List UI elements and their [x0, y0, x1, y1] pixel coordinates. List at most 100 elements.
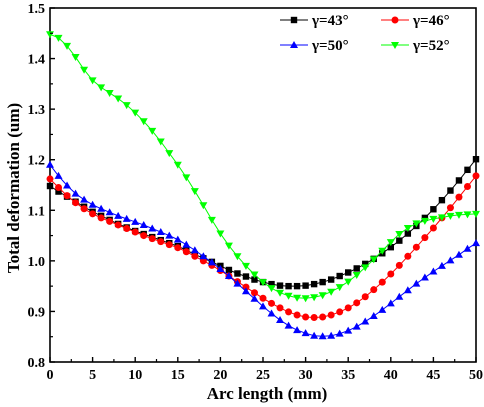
data-point — [412, 243, 420, 251]
series-4 — [46, 31, 480, 303]
legend-marker — [391, 16, 399, 24]
data-point — [395, 261, 403, 269]
legend-item: γ=46° — [381, 13, 450, 29]
data-point — [71, 54, 80, 62]
legend-item: γ=50° — [280, 38, 349, 54]
data-point — [242, 273, 250, 280]
y-axis-title: Total deformation (um) — [4, 103, 23, 273]
data-point — [259, 302, 267, 310]
legend-label: γ=46° — [412, 13, 450, 29]
data-point — [80, 195, 89, 203]
data-point — [335, 284, 344, 292]
data-point — [276, 289, 285, 297]
data-point — [302, 313, 310, 321]
series-line — [49, 33, 477, 299]
data-point — [438, 196, 446, 204]
data-point — [88, 200, 97, 208]
legend-item: γ=52° — [381, 38, 450, 54]
data-point — [122, 214, 131, 222]
data-point — [396, 237, 403, 244]
y-tick-label: 1.4 — [28, 53, 46, 68]
data-point — [268, 280, 275, 288]
data-point — [114, 95, 123, 103]
data-point — [199, 252, 208, 260]
data-point — [335, 329, 344, 337]
legend-marker — [290, 16, 298, 24]
data-point — [46, 182, 54, 190]
data-point — [225, 266, 233, 274]
data-point — [293, 326, 302, 334]
data-point — [369, 311, 378, 319]
data-point — [63, 42, 72, 50]
data-point — [233, 253, 242, 261]
x-tick-label: 0 — [47, 368, 54, 383]
data-point — [207, 258, 216, 266]
data-point — [387, 270, 395, 278]
legend-label: γ=50° — [311, 38, 349, 54]
legend: γ=43° γ=46° γ=50° γ=52° — [280, 13, 450, 54]
data-point — [430, 206, 437, 213]
data-point — [131, 109, 140, 117]
data-point — [352, 322, 361, 330]
data-point — [156, 138, 165, 146]
data-point — [285, 308, 293, 316]
series-2 — [46, 172, 480, 321]
data-point — [404, 252, 412, 260]
data-point — [353, 299, 361, 307]
data-point — [54, 171, 63, 179]
data-point — [395, 292, 404, 300]
data-point — [421, 234, 429, 242]
data-point — [463, 211, 472, 219]
legend-marker — [290, 41, 298, 48]
data-point — [437, 214, 446, 222]
data-point — [446, 204, 454, 212]
data-point — [105, 89, 114, 97]
data-point — [80, 66, 89, 74]
data-point — [386, 239, 395, 247]
data-point — [327, 331, 336, 339]
data-point — [105, 208, 114, 216]
data-point — [165, 241, 173, 249]
data-point — [233, 279, 242, 287]
data-point — [241, 262, 250, 270]
data-point — [310, 313, 318, 321]
x-tick-label: 25 — [256, 368, 270, 383]
data-point — [437, 261, 446, 269]
data-point — [429, 267, 438, 275]
data-point — [55, 188, 62, 195]
data-point — [234, 270, 241, 277]
data-point — [446, 256, 455, 264]
data-point — [276, 316, 285, 324]
data-point — [46, 175, 54, 183]
data-point — [123, 224, 131, 232]
data-point — [455, 177, 463, 184]
data-point — [55, 184, 63, 192]
data-point — [447, 187, 454, 194]
data-point — [97, 214, 105, 222]
data-point — [362, 260, 369, 268]
data-point — [412, 279, 421, 287]
data-point — [472, 156, 480, 163]
data-point — [369, 256, 378, 264]
x-tick-label: 35 — [341, 368, 355, 383]
data-point — [446, 212, 455, 220]
data-point — [378, 278, 386, 286]
data-point — [284, 292, 293, 300]
data-point — [165, 231, 174, 239]
data-point — [241, 287, 250, 295]
data-point — [361, 317, 370, 325]
data-point — [284, 321, 293, 329]
data-point — [310, 331, 319, 339]
series-layer — [46, 31, 480, 340]
data-point — [454, 250, 463, 258]
data-point — [88, 77, 97, 85]
data-point — [403, 286, 412, 294]
data-point — [114, 221, 122, 229]
data-point — [207, 216, 216, 224]
data-point — [454, 211, 463, 219]
data-point — [318, 292, 327, 300]
data-point — [148, 235, 156, 243]
data-point — [429, 215, 438, 223]
legend-item: γ=43° — [280, 13, 349, 29]
data-point — [46, 160, 54, 168]
